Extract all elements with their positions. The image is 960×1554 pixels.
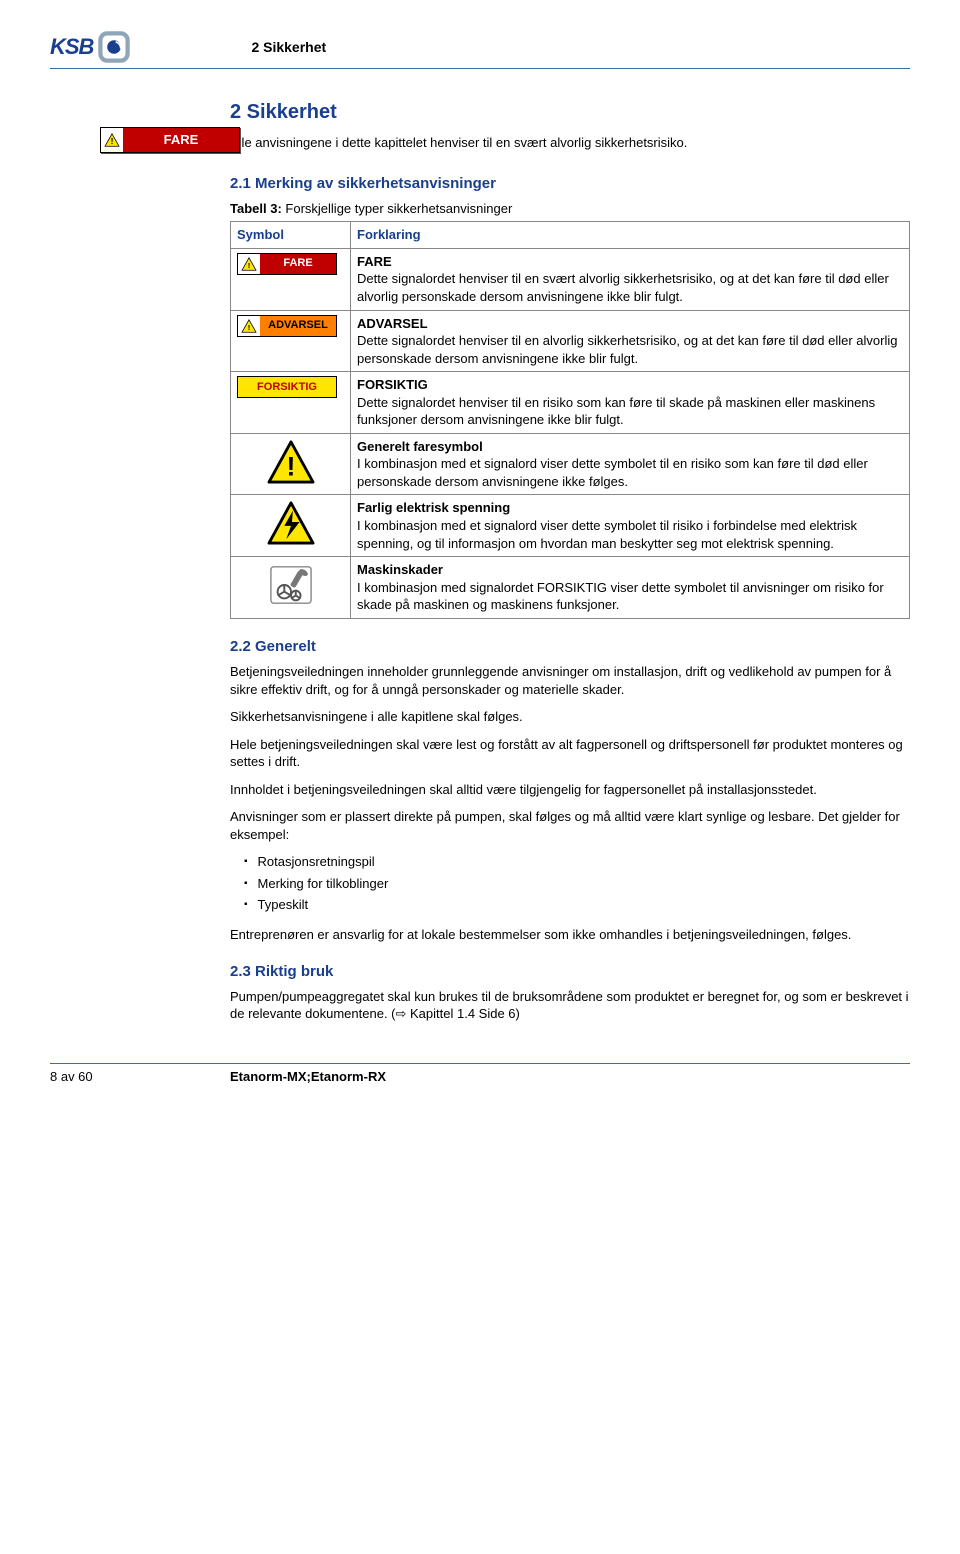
row-text: I kombinasjon med signalordet FORSIKTIG …: [357, 579, 903, 614]
table-row: Farlig elektrisk spenning I kombinasjon …: [231, 495, 910, 557]
table-row: ! Generelt faresymbol I kombinasjon med …: [231, 433, 910, 495]
page-number: 8 av 60: [50, 1068, 230, 1086]
sub2-p1: Betjeningsveiledningen inneholder grunnl…: [230, 663, 910, 698]
cross-reference: ⇨ Kapittel 1.4 Side 6: [396, 1006, 516, 1021]
electric-hazard-icon: [267, 501, 315, 545]
table-caption-label: Tabell 3:: [230, 201, 282, 216]
side-fare-badge: ! FARE: [100, 127, 240, 153]
example-list: Rotasjonsretningspil Merking for tilkobl…: [244, 853, 910, 914]
row-text: Dette signalordet henviser til en risiko…: [357, 394, 903, 429]
table-row: ! ADVARSEL ADVARSEL Dette signalordet he…: [231, 310, 910, 372]
page-footer: 8 av 60 Etanorm-MX;Etanorm-RX: [50, 1063, 910, 1086]
row-title: Maskinskader: [357, 561, 903, 579]
list-item: Merking for tilkoblinger: [244, 875, 910, 893]
row-text: Dette signalordet henviser til en alvorl…: [357, 332, 903, 367]
sub2-p2: Sikkerhetsanvisningene i alle kapitlene …: [230, 708, 910, 726]
advarsel-badge: ! ADVARSEL: [237, 315, 337, 337]
svg-text:!: !: [286, 451, 295, 481]
table-row: FORSIKTIG FORSIKTIG Dette signalordet he…: [231, 372, 910, 434]
symbol-table: Symbol Forklaring ! FARE FARE Dette sign…: [230, 221, 910, 618]
fare-badge-label: FARE: [260, 254, 336, 274]
warning-triangle-icon: !: [101, 128, 123, 152]
row-text: Dette signalordet henviser til en svært …: [357, 270, 903, 305]
forsiktig-badge-label: FORSIKTIG: [238, 377, 336, 397]
sub3-p1: Pumpen/pumpeaggregatet skal kun brukes t…: [230, 988, 910, 1023]
sub2-p5: Anvisninger som er plassert direkte på p…: [230, 808, 910, 843]
warning-triangle-icon: !: [238, 254, 260, 274]
sub2-p6: Entreprenøren er ansvarlig for at lokale…: [230, 926, 910, 944]
subsection-2-3-title: 2.3 Riktig bruk: [230, 962, 910, 982]
table-header-row: Symbol Forklaring: [231, 222, 910, 249]
table-row: Maskinskader I kombinasjon med signalord…: [231, 557, 910, 619]
page-header: KSB 2 Sikkerhet: [50, 30, 910, 69]
forsiktig-badge: FORSIKTIG: [237, 376, 337, 398]
logo: KSB: [50, 30, 131, 64]
doc-name: Etanorm-MX;Etanorm-RX: [230, 1068, 386, 1086]
side-badge-label: FARE: [123, 128, 239, 152]
row-title: Generelt faresymbol: [357, 438, 903, 456]
sub2-p4: Innholdet i betjeningsveiledningen skal …: [230, 781, 910, 799]
row-title: FARE: [357, 253, 903, 271]
warning-triangle-icon: !: [238, 316, 260, 336]
row-text: I kombinasjon med et signalord viser det…: [357, 517, 903, 552]
table-caption: Tabell 3: Forskjellige typer sikkerhetsa…: [230, 200, 910, 218]
th-explanation: Forklaring: [351, 222, 910, 249]
list-item: Rotasjonsretningspil: [244, 853, 910, 871]
section-title: 2 Sikkerhet: [230, 99, 910, 126]
subsection-2-2-title: 2.2 Generelt: [230, 637, 910, 657]
sub2-p3: Hele betjeningsveiledningen skal være le…: [230, 736, 910, 771]
logo-text: KSB: [50, 32, 93, 62]
row-title: FORSIKTIG: [357, 376, 903, 394]
th-symbol: Symbol: [231, 222, 351, 249]
section-intro: Alle anvisningene i dette kapittelet hen…: [230, 134, 910, 152]
general-hazard-icon: !: [267, 440, 315, 484]
subsection-2-1-title: 2.1 Merking av sikkerhetsanvisninger: [230, 174, 910, 194]
svg-text:!: !: [248, 322, 251, 331]
sub3-p1b: ): [516, 1006, 520, 1021]
sub3-p1a: Pumpen/pumpeaggregatet skal kun brukes t…: [230, 989, 909, 1022]
fare-badge: ! FARE: [237, 253, 337, 275]
row-title: ADVARSEL: [357, 315, 903, 333]
advarsel-badge-label: ADVARSEL: [260, 316, 336, 336]
header-chapter: 2 Sikkerhet: [251, 38, 326, 57]
logo-mark-icon: [97, 30, 131, 64]
row-title: Farlig elektrisk spenning: [357, 499, 903, 517]
list-item: Typeskilt: [244, 896, 910, 914]
machine-damage-icon: [267, 563, 315, 607]
table-row: ! FARE FARE Dette signalordet henviser t…: [231, 248, 910, 310]
table-caption-text: Forskjellige typer sikkerhetsanvisninger: [285, 201, 512, 216]
svg-text:!: !: [248, 261, 251, 270]
row-text: I kombinasjon med et signalord viser det…: [357, 455, 903, 490]
svg-text:!: !: [111, 136, 114, 146]
